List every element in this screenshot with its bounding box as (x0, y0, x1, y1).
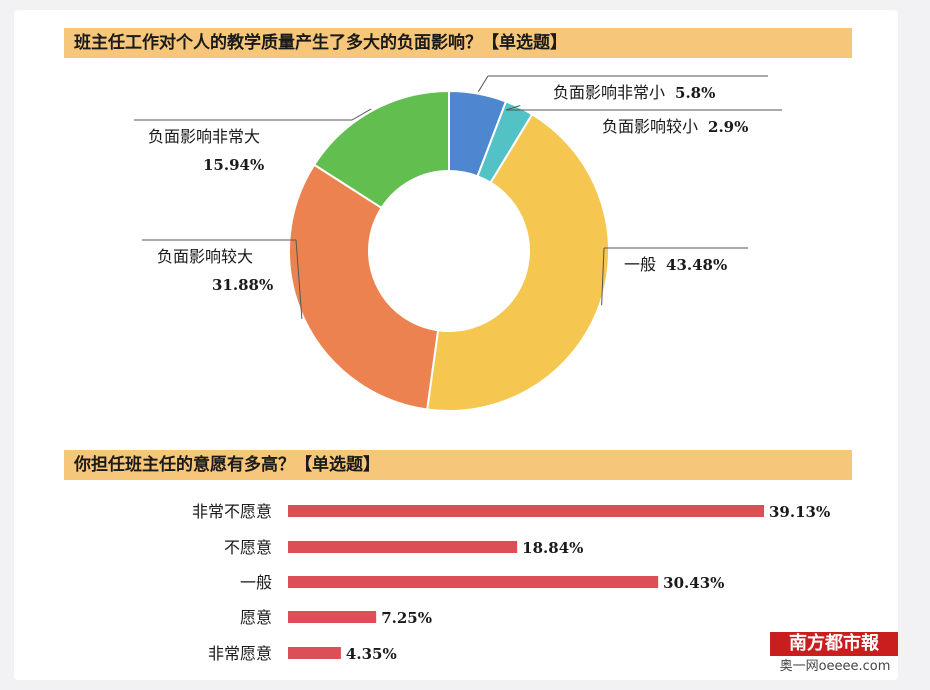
bar-category-0: 非常不愿意 (192, 502, 272, 521)
slice-value-1: 2.9% (708, 118, 748, 136)
slice-label-0: 负面影响非常小 (553, 83, 665, 102)
bar-4 (288, 647, 341, 659)
leader-line-4 (351, 108, 372, 121)
bar-2 (288, 576, 659, 588)
slice-value-4: 15.94% (203, 156, 264, 174)
bar-category-3: 愿意 (240, 608, 272, 627)
donut-slice-3 (288, 163, 440, 411)
newspaper-logo: 南方都市報 (770, 632, 898, 656)
donut-labels: 负面影响非常小 5.8% 负面影响较小 2.9% 一般 43.48% 负面影响较大 31.88… (134, 75, 782, 319)
question-2-title: 你担任班主任的意愿有多高？【单选题】 (64, 450, 852, 480)
bar-value-0: 39.13% (769, 503, 830, 521)
bar-value-2: 30.43% (663, 574, 724, 592)
leader-line-0 (477, 75, 489, 92)
leader-line-1 (505, 105, 521, 111)
question-1-title: 班主任工作对个人的教学质量产生了多大的负面影响？【单选题】 (64, 28, 852, 58)
slice-label-1: 负面影响较小 (602, 117, 698, 136)
bar-3 (288, 611, 377, 623)
leader-line-3 (295, 239, 303, 319)
bar-1 (288, 541, 518, 553)
slice-label-4: 负面影响非常大 (148, 127, 260, 146)
bar-value-4: 4.35% (346, 645, 397, 663)
donut-slice-2 (426, 112, 610, 412)
slice-label-2: 一般 (624, 255, 656, 274)
slice-value-0: 5.8% (675, 84, 715, 102)
bar-0 (288, 505, 764, 517)
slice-value-3: 31.88% (212, 276, 273, 294)
slice-value-2: 43.48% (666, 256, 727, 274)
bar-value-3: 7.25% (381, 609, 432, 627)
donut-slice-4 (312, 89, 450, 210)
bar-chart: 非常不愿意 39.13% 不愿意 18.84% 一般 30.43% 愿意 7.25% 非常愿意 4… (192, 502, 830, 663)
donut-chart (288, 89, 610, 412)
bar-category-1: 不愿意 (224, 538, 272, 557)
bar-category-4: 非常愿意 (208, 644, 272, 663)
slice-label-3: 负面影响较大 (157, 247, 253, 266)
bar-category-2: 一般 (240, 573, 272, 592)
website-logo: 奥一网oeeee.com (779, 659, 891, 674)
bar-value-1: 18.84% (522, 539, 583, 557)
leader-line-2 (601, 247, 605, 306)
